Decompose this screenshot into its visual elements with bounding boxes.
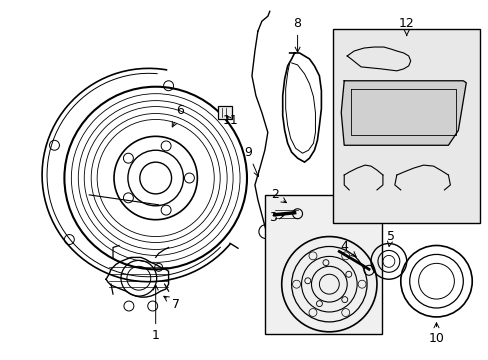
Text: 9: 9: [244, 146, 258, 176]
Text: 12: 12: [398, 17, 414, 35]
Bar: [333, 29, 479, 223]
Bar: [264, 195, 381, 334]
Text: 11: 11: [222, 114, 238, 127]
Text: 3: 3: [268, 211, 284, 224]
Polygon shape: [341, 81, 466, 145]
Text: 8: 8: [293, 17, 301, 52]
Bar: [218, 105, 232, 120]
Text: 7: 7: [163, 296, 179, 311]
Text: 5: 5: [386, 230, 394, 247]
Text: 6: 6: [172, 104, 184, 127]
Text: 4: 4: [340, 240, 355, 257]
Text: 2: 2: [270, 188, 286, 203]
Text: 1: 1: [151, 285, 159, 342]
Text: 10: 10: [427, 323, 444, 345]
